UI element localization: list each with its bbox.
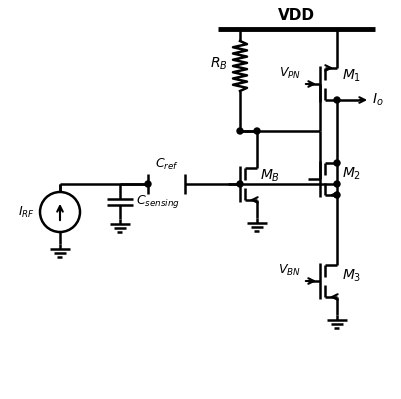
Text: $I_{RF}$: $I_{RF}$ (18, 204, 35, 219)
Text: $M_1$: $M_1$ (341, 68, 360, 84)
Circle shape (237, 128, 242, 134)
Text: VDD: VDD (277, 8, 314, 23)
Circle shape (253, 128, 259, 134)
Circle shape (333, 97, 339, 103)
Circle shape (333, 192, 339, 198)
Text: $C_{ref}$: $C_{ref}$ (154, 157, 178, 172)
Circle shape (333, 181, 339, 187)
Text: $I_o$: $I_o$ (371, 92, 383, 108)
Text: $C_{sensing}$: $C_{sensing}$ (136, 194, 180, 211)
Text: $V_{BN}$: $V_{BN}$ (277, 263, 300, 278)
Circle shape (145, 181, 151, 187)
Text: $R_B$: $R_B$ (210, 56, 227, 72)
Circle shape (333, 160, 339, 166)
Text: $M_2$: $M_2$ (341, 166, 360, 182)
Circle shape (237, 181, 242, 187)
Text: $M_3$: $M_3$ (341, 268, 360, 284)
Text: $M_B$: $M_B$ (259, 168, 279, 184)
Text: $V_{PN}$: $V_{PN}$ (278, 66, 300, 81)
